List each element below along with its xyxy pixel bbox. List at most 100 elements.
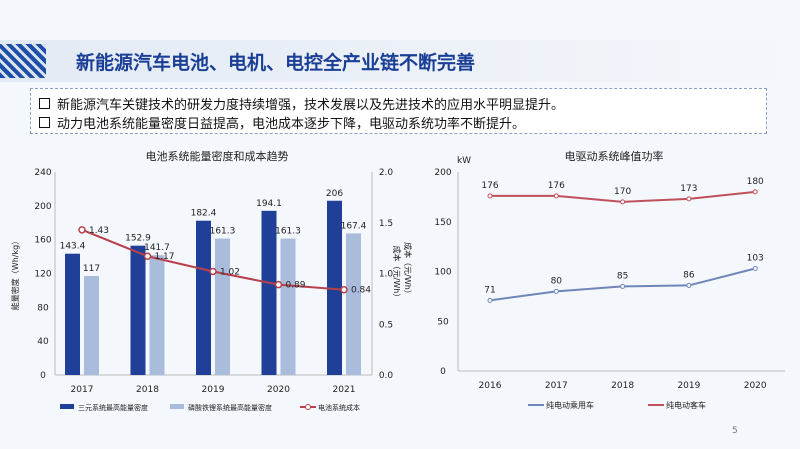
bullet-item: 新能源汽车关键技术的研发力度持续增强，技术发展以及先进技术的应用水平明显提升。 [39,94,564,113]
y-tick-label: 200 [34,202,51,212]
data-label: 167.4 [341,221,367,231]
y-axis-label: 能量密度（Wh/kg） [10,237,20,310]
data-label: 141.7 [144,243,170,253]
bar [261,210,277,375]
square-bullet-icon [39,98,50,109]
bullet-text: 动力电池系统能量密度日益提高，电池成本逐步下降，电驱动系统功率不断提升。 [57,117,526,132]
square-bullet-icon [39,117,50,128]
y-tick-label: 240 [34,168,51,178]
data-label: 206 [326,189,343,199]
line-point [752,189,758,195]
y-tick-label: 40 [37,337,49,347]
legend-label: 三元系统最高能量密度 [78,403,148,412]
data-label: 85 [617,271,628,281]
line-point [274,280,283,289]
x-tick-label: 2019 [202,385,225,395]
legend-swatch [170,404,184,409]
line-point [487,297,493,303]
bar [280,238,296,375]
legend-swatch [60,404,74,409]
data-label: 86 [683,270,695,280]
line-point [487,193,493,199]
unit-label: kW [457,156,471,166]
x-tick-label: 2018 [611,381,634,391]
legend-label: 电池系统成本 [318,403,360,412]
y2-tick-label: 1.0 [379,270,394,280]
line-point [553,193,559,199]
bar [346,233,361,375]
bar [215,238,230,375]
page-number: 5 [732,426,738,436]
x-tick-label: 2020 [744,381,767,391]
bullet-box: 新能源汽车关键技术的研发力度持续增强，技术发展以及先进技术的应用水平明显提升。 … [30,88,767,134]
title-band [0,40,800,82]
data-label: 143.4 [60,242,86,252]
data-label: 1.43 [89,226,109,236]
line-point [209,267,217,276]
x-tick-label: 2017 [545,381,568,391]
legend-label: 纯电动客车 [666,400,706,410]
data-label: 0.89 [285,281,305,291]
x-tick-label: 2018 [136,385,159,395]
data-label: 176 [481,181,498,191]
line-point [752,266,758,272]
y-axis-label: 成本（元/Wh） [403,242,413,298]
data-label: 161.3 [275,227,301,237]
legend-swatch [305,404,311,410]
data-label: 176 [548,181,565,191]
data-label: 1.02 [220,267,240,277]
y2-axis-label: 成本（元/Wh） [392,246,402,302]
data-label: 103 [747,254,764,264]
data-label: 117 [83,264,100,274]
data-label: 182.4 [191,209,217,219]
bullet-item: 动力电池系统能量密度日益提高，电池成本逐步下降，电驱动系统功率不断提升。 [39,113,525,132]
bullet-text: 新能源汽车关键技术的研发力度持续增强，技术发展以及先进技术的应用水平明显提升。 [57,98,565,113]
data-label: 180 [747,177,764,187]
legend-label: 纯电动乘用车 [546,400,594,410]
page-title: 新能源汽车电池、电机、电控全产业链不断完善 [76,52,476,74]
y-tick-label: 200 [434,168,451,178]
line-point [686,196,692,202]
data-label: 161.3 [210,227,236,237]
y-tick-label: 150 [434,218,451,228]
x-tick-label: 2017 [71,385,94,395]
data-label: 173 [680,184,697,194]
y-tick-label: 160 [34,236,51,246]
y2-tick-label: 0.0 [379,371,394,381]
chart-title: 电池系统能量密度和成本趋势 [146,149,289,163]
data-label: 80 [551,276,563,286]
y-tick-label: 100 [434,268,451,278]
x-tick-label: 2016 [479,381,502,391]
y2-tick-label: 2.0 [379,168,394,178]
line-point [620,283,626,289]
line-point [143,252,152,260]
y-tick-label: 0 [440,367,446,377]
data-label: 152.9 [125,234,151,244]
line-point [78,226,86,234]
bar [65,253,80,375]
line-point [686,282,692,288]
x-tick-label: 2020 [267,385,290,395]
bar [130,245,146,375]
bar [84,276,99,375]
legend-label: 磷酸铁锂系统最高能量密度 [188,403,272,412]
bar [196,220,211,375]
line-point [553,288,559,294]
y2-tick-label: 1.5 [379,219,393,229]
y-tick-label: 50 [437,317,449,327]
y-tick-label: 120 [34,270,51,280]
line-point [620,199,626,205]
y-tick-label: 80 [37,303,49,313]
chart-title: 电驱动系统峰值功率 [565,149,664,163]
data-label: 1.17 [154,252,174,262]
data-label: 170 [614,187,631,197]
bar [149,255,165,375]
y-tick-label: 0 [40,371,46,381]
x-tick-label: 2019 [677,381,700,391]
line-point [340,285,348,294]
y2-tick-label: 0.5 [379,320,393,330]
data-label: 0.84 [351,286,371,296]
decorative-stripes [0,44,46,78]
x-tick-label: 2021 [333,385,356,395]
